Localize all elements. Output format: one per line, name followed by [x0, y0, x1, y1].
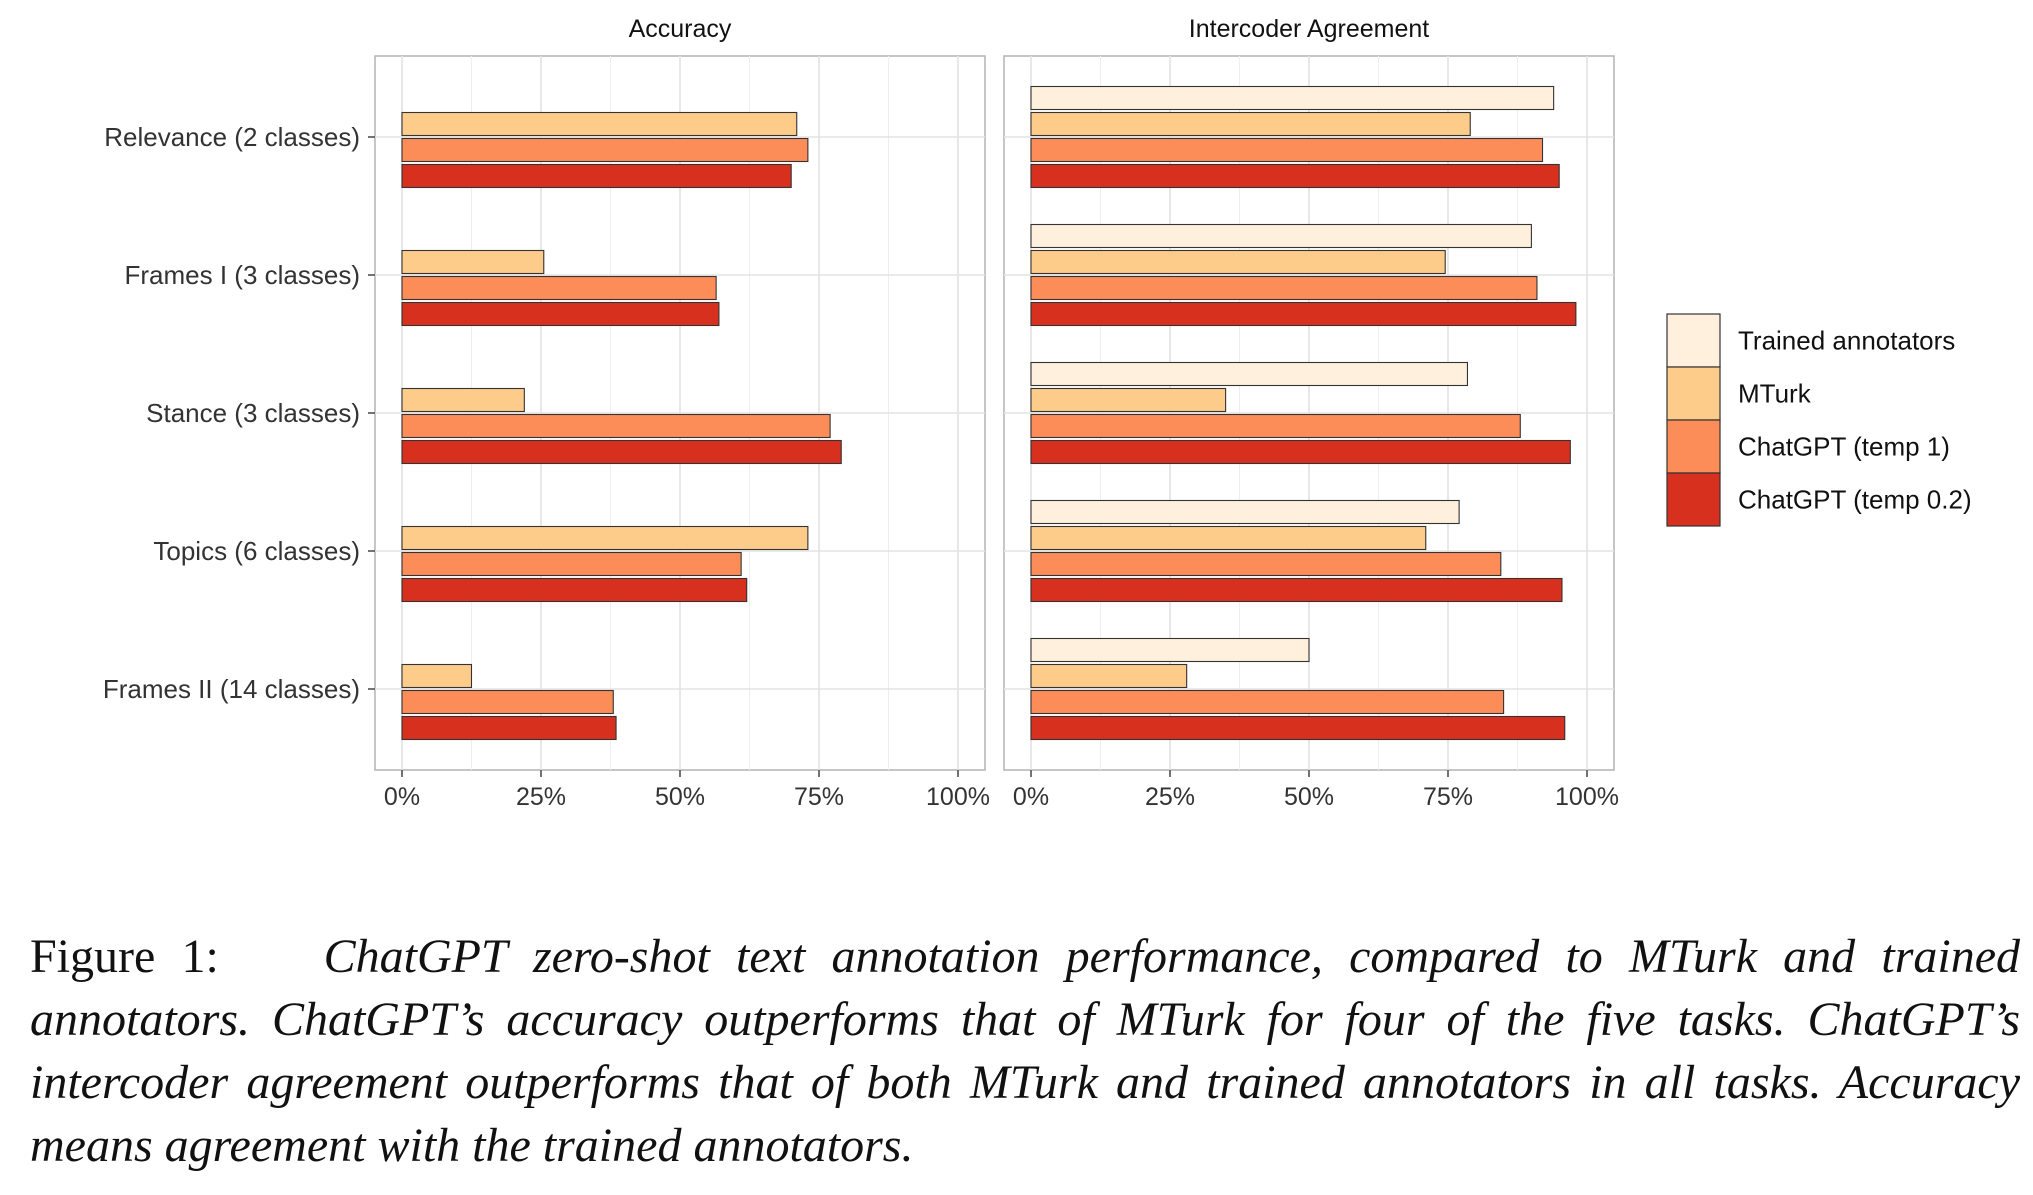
bar — [401, 525, 809, 551]
legend-key — [1666, 366, 1721, 421]
bar — [401, 413, 831, 439]
category-label: Topics (6 classes) — [153, 536, 360, 566]
bar — [401, 577, 748, 603]
category-label: Stance (3 classes) — [146, 398, 360, 428]
bar — [401, 551, 742, 577]
chart-panels: 0% 25% 50% 75% 100% Accuracy 0% 25% 50% 75% 100% In… — [374, 15, 1619, 811]
bar — [1030, 413, 1521, 439]
legend-label: ChatGPT (temp 1) — [1738, 432, 1950, 462]
bar — [1030, 525, 1427, 551]
figure-caption: Figure 1: ChatGPT zero-shot text annotat… — [30, 925, 2020, 1177]
category-label: Frames II (14 classes) — [103, 674, 360, 704]
legend-key — [1666, 419, 1721, 474]
bar — [1030, 577, 1563, 603]
bar — [1030, 439, 1571, 465]
x-tick-label: 100% — [1555, 783, 1619, 811]
bar — [1030, 361, 1469, 387]
bar — [401, 275, 717, 301]
bar — [1030, 223, 1532, 249]
bar — [401, 715, 617, 741]
figure-caption-lead: Figure 1: — [30, 930, 219, 983]
bar — [1030, 85, 1555, 111]
bar — [401, 689, 614, 715]
x-tick-label: 0% — [384, 783, 420, 811]
x-tick-label: 0% — [1013, 783, 1049, 811]
legend-label: ChatGPT (temp 0.2) — [1738, 485, 1972, 515]
bar — [1030, 137, 1544, 163]
bar — [401, 111, 798, 137]
y-axis: Relevance (2 classes) Frames I (3 classes… — [103, 122, 375, 704]
legend-key — [1666, 472, 1721, 527]
x-tick-label: 100% — [926, 783, 990, 811]
panel-accuracy: 0% 25% 50% 75% 100% Accuracy — [374, 15, 990, 811]
legend-label: Trained annotators — [1738, 326, 1955, 356]
legend: Trained annotators MTurk ChatGPT (temp 1) C… — [1666, 313, 1972, 527]
x-tick-label: 25% — [1145, 783, 1195, 811]
legend-key — [1666, 313, 1721, 368]
bar — [1030, 551, 1502, 577]
x-tick-label: 50% — [655, 783, 705, 811]
bar — [1030, 387, 1227, 413]
bar — [1030, 637, 1310, 663]
bar — [1030, 163, 1560, 189]
bar — [401, 137, 809, 163]
bar — [1030, 111, 1471, 137]
x-tick-label: 50% — [1284, 783, 1334, 811]
bar — [401, 387, 525, 413]
category-label: Frames I (3 classes) — [125, 260, 361, 290]
bar — [1030, 275, 1538, 301]
bar — [401, 663, 473, 689]
bar — [1030, 249, 1446, 275]
x-tick-label: 75% — [794, 783, 844, 811]
bar — [1030, 715, 1566, 741]
figure-chart: 0% 25% 50% 75% 100% Accuracy 0% 25% 50% 75% 100% In… — [103, 15, 1972, 811]
bar — [401, 439, 842, 465]
bar — [1030, 301, 1577, 327]
panel-intercoder-agreement: 0% 25% 50% 75% 100% Intercoder Agreement — [1003, 15, 1619, 811]
x-tick-label: 75% — [1423, 783, 1473, 811]
x-tick-label: 25% — [516, 783, 566, 811]
bar — [1030, 499, 1460, 525]
panel-title: Intercoder Agreement — [1189, 15, 1429, 43]
bar — [1030, 663, 1188, 689]
bar — [401, 163, 792, 189]
bar — [1030, 689, 1505, 715]
category-label: Relevance (2 classes) — [104, 122, 360, 152]
legend-label: MTurk — [1738, 379, 1812, 409]
figure-caption-body: ChatGPT zero-shot text annotation perfor… — [30, 930, 2021, 1172]
panel-title: Accuracy — [629, 15, 732, 43]
bar — [401, 249, 545, 275]
bar — [401, 301, 720, 327]
